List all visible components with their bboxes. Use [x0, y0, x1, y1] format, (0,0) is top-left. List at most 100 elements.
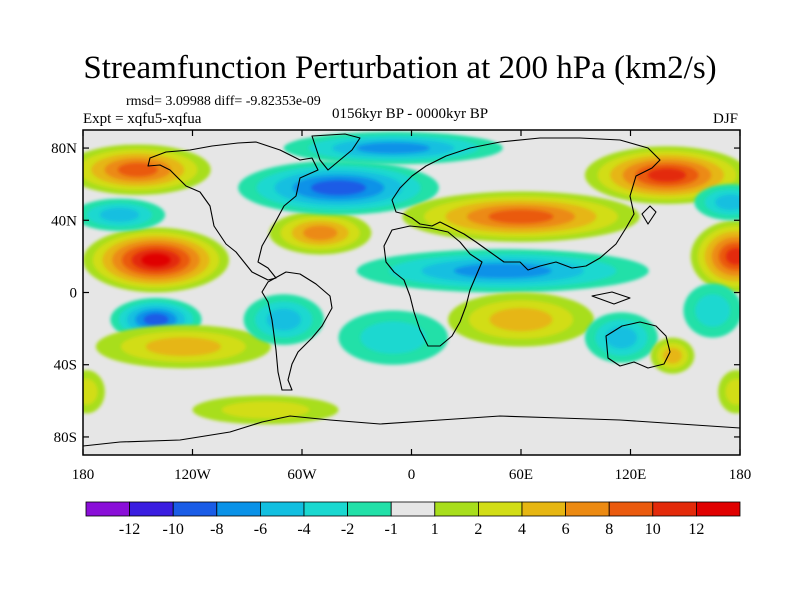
lon-tick-label: 60E — [509, 467, 533, 483]
contour-band — [141, 253, 171, 267]
contour-band — [488, 209, 554, 224]
field-north-america-europe-low — [238, 160, 439, 215]
coastlines — [83, 133, 740, 447]
field-south-america-low — [243, 294, 324, 345]
colorbar-swatch — [303, 501, 348, 517]
field-tropical-asia-low — [356, 249, 649, 293]
colorbar-label: 12 — [688, 521, 704, 538]
colorbar-label: 1 — [431, 521, 439, 538]
field-australia-high — [650, 337, 695, 374]
field-pacific-low-40n — [83, 198, 166, 232]
field-arctic-high-west — [83, 144, 211, 195]
colorbar-label: 2 — [474, 521, 482, 538]
contour-band — [663, 347, 682, 364]
colorbar-swatch — [608, 501, 654, 517]
field-east-pacific-low — [694, 184, 740, 221]
stats-text: rmsd= 3.09988 diff= -9.82353e-09 — [126, 94, 321, 109]
field-south-pacific-high — [95, 325, 271, 369]
contour-band — [695, 294, 731, 327]
contour-band — [143, 313, 169, 326]
lat-tick-label: 0 — [70, 286, 78, 302]
field-australia-low — [584, 312, 658, 363]
lon-tick-label: 180 — [72, 467, 95, 483]
field-southwest-pacific-low — [683, 283, 740, 338]
colorbar-label: -1 — [385, 521, 398, 538]
contour-band — [117, 162, 158, 177]
colorbar-swatch — [521, 501, 566, 517]
coast-australia — [605, 321, 671, 369]
colorbar: -12 -10 -8 -6 -4 -2 -1 1 2 4 6 8 10 12 — [85, 501, 741, 538]
lon-tick-label: 120E — [615, 467, 647, 483]
contour-band — [311, 180, 366, 196]
season-label: DJF — [712, 111, 738, 127]
map-axes: 80N 40N 0 40S 80S 180 120W 60W 0 60E 120E 180 — [51, 130, 751, 483]
field-far-east-pacific-south-high — [718, 370, 740, 414]
lon-tick-label: 0 — [408, 467, 416, 483]
contour-band — [145, 337, 221, 356]
contour-band — [99, 207, 140, 222]
lon-tick-label: 180 — [729, 467, 752, 483]
colorbar-label: -12 — [119, 521, 140, 538]
coast-north-america — [147, 141, 319, 281]
lat-tick-label: 40S — [54, 358, 77, 374]
colorbar-swatch — [565, 501, 610, 517]
field-arctic-low — [283, 131, 503, 165]
field-southern-ocean-high — [192, 395, 339, 425]
coast-japan — [641, 205, 657, 225]
lon-tick-label: 60W — [287, 467, 317, 483]
coast-eurasia — [391, 137, 661, 271]
colorbar-label: 4 — [518, 521, 526, 538]
field-south-atlantic-low — [338, 310, 448, 365]
lat-tick-label: 80S — [54, 430, 77, 446]
contour-band — [303, 225, 338, 241]
contour-band — [221, 401, 310, 419]
lon-tick-label: 120W — [174, 467, 212, 483]
coast-africa — [383, 225, 483, 347]
colorbar-label: -8 — [210, 521, 223, 538]
experiment-label: Expt = xqfu5-xqfua — [83, 111, 202, 127]
contour-band — [725, 378, 740, 405]
lat-tick-label: 80N — [51, 141, 77, 157]
colorbar-swatch — [259, 501, 305, 517]
period-label: 0156kyr BP - 0000kyr BP — [331, 106, 489, 122]
field-north-pacific-high — [83, 227, 229, 293]
field-east-pacific-high — [690, 220, 740, 293]
plot-title: Streamfunction Perturbation at 200 hPa (… — [83, 50, 717, 86]
contour-band — [648, 168, 686, 182]
contour-band — [725, 248, 740, 265]
colorbar-swatch — [390, 501, 436, 517]
field-eurasia-subtropical-high — [402, 191, 640, 242]
contour-band — [489, 307, 553, 332]
colorbar-swatch — [434, 501, 479, 517]
field-far-west-pacific-south-high — [83, 370, 105, 414]
contour-band — [360, 321, 427, 354]
contour-band — [605, 326, 638, 349]
colorbar-swatch — [652, 501, 697, 517]
field-atlantic-high — [269, 211, 372, 255]
colorbar-swatch — [216, 501, 261, 517]
coast-indonesia — [591, 291, 631, 305]
colorbar-label: 8 — [605, 521, 613, 538]
colorbar-swatch — [347, 501, 392, 517]
colorbar-swatch — [85, 501, 130, 517]
lat-tick-label: 40N — [51, 213, 77, 229]
contour-band — [715, 194, 740, 210]
colorbar-swatch — [172, 501, 218, 517]
colorbar-swatch — [129, 501, 174, 517]
colorbar-label: 10 — [645, 521, 661, 538]
colorbar-label: -2 — [341, 521, 354, 538]
colorbar-label: -4 — [297, 521, 310, 538]
contour-band — [454, 263, 552, 279]
colorbar-label: -10 — [163, 521, 184, 538]
coast-antarctica — [83, 415, 740, 447]
coast-south-america — [261, 271, 333, 391]
field-south-indian-high — [448, 292, 594, 347]
colorbar-label: -6 — [254, 521, 267, 538]
contour-band — [266, 308, 301, 331]
colorbar-label: 6 — [562, 521, 570, 538]
coast-greenland — [311, 133, 361, 171]
colorbar-swatch — [696, 501, 741, 517]
contour-band — [83, 378, 98, 405]
contour-band — [356, 142, 430, 154]
